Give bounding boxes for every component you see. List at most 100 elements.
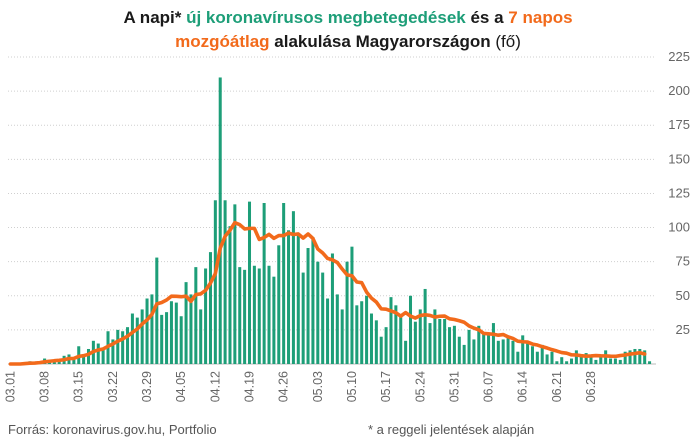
bar [418,309,422,364]
bar [535,351,539,364]
bar [365,295,369,364]
bar [643,350,647,364]
bar [506,338,510,364]
x-tick-label: 03.08 [38,371,52,402]
bar [199,309,203,364]
bar [540,344,544,364]
bar [511,340,515,364]
bar [233,204,237,364]
bar [609,358,613,364]
bar [472,339,476,364]
bar [86,348,91,364]
bar [169,301,173,364]
bar [311,237,315,364]
bar [545,354,549,364]
bar [301,272,305,364]
bar [428,323,432,364]
bar [262,203,266,364]
bar [477,325,481,364]
bar [130,313,134,364]
bar [218,77,222,364]
bar [355,305,359,364]
bar [408,295,413,364]
title-part-5: mozgóátlag [175,32,270,51]
bar [467,329,471,364]
x-tick-label: 04.05 [174,371,188,402]
x-tick-label: 03.29 [140,371,154,402]
x-tick-label: 06.07 [482,371,496,402]
bar [438,318,442,364]
bar [560,357,564,364]
bar [247,201,252,364]
bar [340,309,344,364]
bar [145,298,149,364]
x-tick-label: 06.21 [550,371,564,402]
bar [594,359,598,364]
bar [345,261,349,364]
y-tick-label: 75 [676,254,690,269]
bar [530,346,534,364]
bar [399,316,403,364]
bar [101,347,105,364]
y-tick-label: 125 [668,185,690,200]
bar [452,325,456,364]
bar [213,200,217,364]
footnote: * a reggeli jelentések alapján [368,422,535,437]
bar [282,203,286,364]
daily-case-bars [28,77,652,364]
x-tick-label: 04.19 [243,371,257,402]
bar [433,309,437,364]
bar [394,305,398,364]
chart-title: A napi* új koronavírusos megbetegedések … [0,6,696,54]
bar [204,268,208,364]
x-tick-label: 03.01 [3,371,17,402]
bar [111,339,115,364]
y-tick-label: 175 [668,117,690,132]
bar [482,333,486,364]
bar [516,351,520,364]
y-tick-label: 150 [668,151,690,166]
bar [443,318,447,364]
bar [291,211,295,364]
y-tick-label: 200 [668,83,690,98]
title-part-6: alakulása Magyarországon [269,32,496,51]
x-tick-label: 05.31 [447,371,461,402]
bar [267,265,271,364]
bar [184,282,188,364]
x-tick-label: 06.28 [584,371,598,402]
bar [116,329,120,364]
bar [155,257,159,364]
bar [379,336,383,364]
bar [613,358,617,364]
x-tick-label: 05.17 [379,371,393,402]
x-tick-label: 05.10 [345,371,359,402]
bar [150,294,154,364]
bar [135,317,139,364]
bar [243,269,247,364]
bar [238,267,242,364]
x-tick-label: 04.26 [277,371,291,402]
bar [448,327,452,364]
bar [228,226,232,364]
bar [638,348,642,364]
y-tick-label: 25 [676,322,690,337]
title-part-1: A napi* [123,8,187,27]
bar [496,340,500,364]
bar [574,350,578,364]
bar [360,301,364,364]
bar [369,313,373,364]
bar [648,361,652,364]
bar [384,327,388,364]
bar [326,298,330,364]
title-part-3: és a [465,8,509,27]
bar [252,265,256,364]
bar [160,314,164,364]
bar [72,359,76,364]
bar [189,294,193,364]
bar [287,230,291,364]
bar [316,261,320,364]
bar [413,321,417,364]
y-tick-label: 225 [668,49,690,64]
bar [550,351,554,364]
